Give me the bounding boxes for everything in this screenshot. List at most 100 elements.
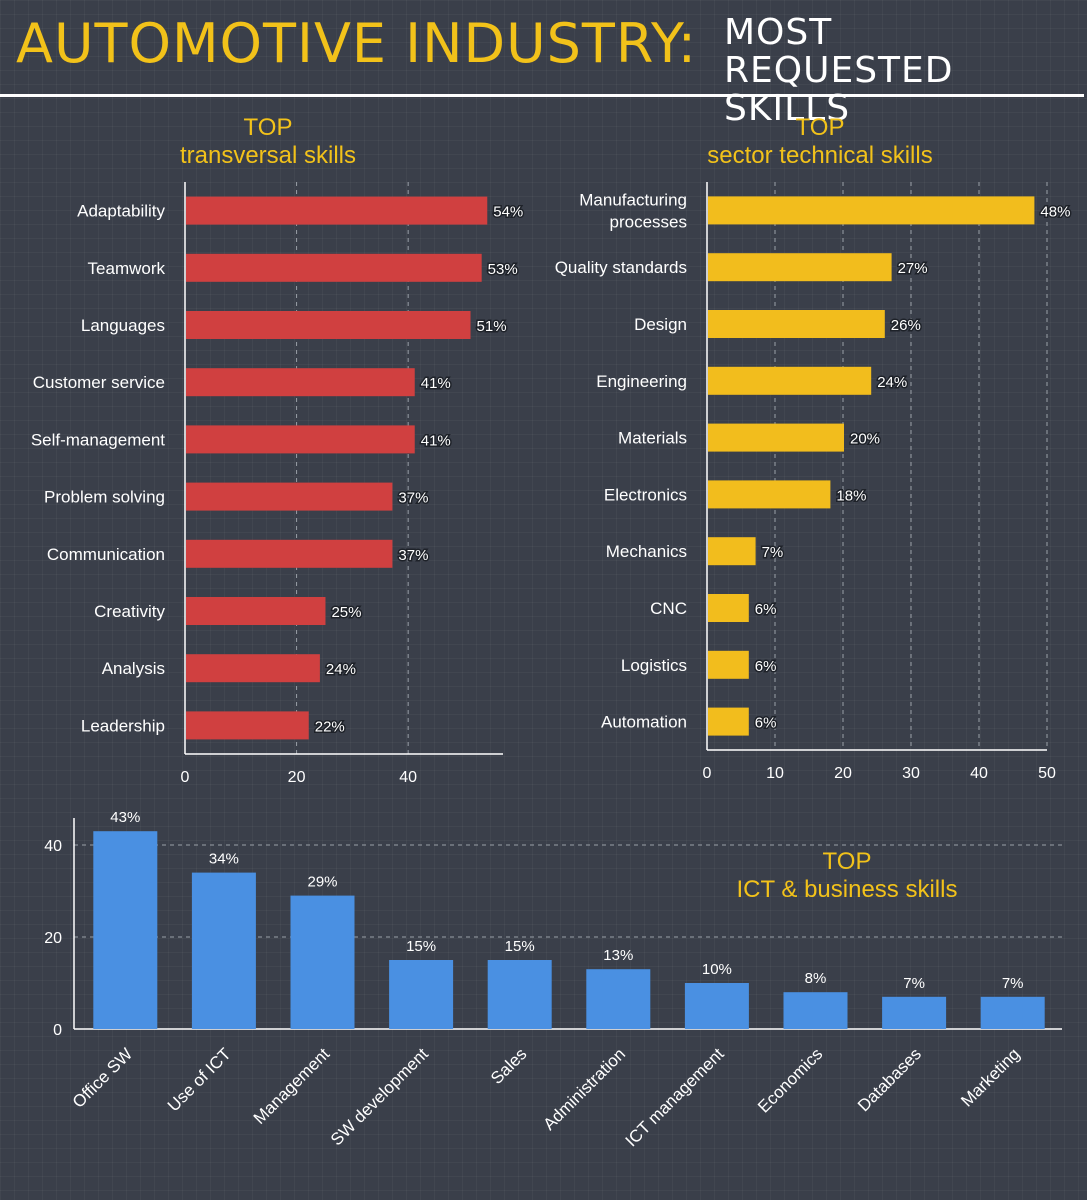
ict-y-tick-label: 20 xyxy=(44,930,62,947)
technical-value-label: 48% xyxy=(1040,203,1070,220)
technical-x-tick-label: 20 xyxy=(834,765,852,782)
transversal-bar-communication xyxy=(186,539,393,568)
ict-category-label: Sales xyxy=(487,1044,531,1088)
transversal-bar-analysis xyxy=(186,654,320,683)
transversal-value-label: 25% xyxy=(331,604,361,621)
transversal-category-label: Analysis xyxy=(102,659,165,678)
ict-category-label: Office SW xyxy=(69,1044,136,1111)
transversal-value-label: 41% xyxy=(421,375,451,392)
transversal-value-label: 54% xyxy=(493,204,523,221)
ict-value-label: 15% xyxy=(406,938,436,955)
technical-category-label: processes xyxy=(610,212,687,231)
technical-category-label: Manufacturing xyxy=(579,190,687,209)
transversal-category-label: Self-management xyxy=(31,430,165,449)
transversal-category-label: Teamwork xyxy=(88,259,166,278)
technical-x-tick-label: 50 xyxy=(1038,765,1056,782)
ict-category-label: Administration xyxy=(540,1044,630,1134)
transversal-x-tick-label: 0 xyxy=(181,769,190,786)
ict-chart-heading: TOP ICT & business skills xyxy=(700,848,994,904)
transversal-heading-line2: transversal skills xyxy=(179,142,357,169)
page-title: AUTOMOTIVE INDUSTRY: xyxy=(16,12,697,75)
ict-category-label: Economics xyxy=(754,1044,826,1116)
technical-category-label: Design xyxy=(634,315,687,334)
ict-bar-sw-development xyxy=(389,960,454,1029)
transversal-bar-leadership xyxy=(186,711,309,740)
transversal-heading-line1: TOP xyxy=(243,114,293,141)
transversal-x-tick-label: 20 xyxy=(288,769,306,786)
technical-value-label: 24% xyxy=(877,374,907,391)
technical-x-tick-label: 0 xyxy=(703,765,712,782)
ict-value-label: 10% xyxy=(702,961,732,978)
transversal-value-label: 37% xyxy=(398,547,428,564)
transversal-category-label: Leadership xyxy=(81,716,165,735)
transversal-bar-creativity xyxy=(186,597,326,625)
technical-bar-design xyxy=(708,310,885,338)
technical-value-label: 6% xyxy=(755,601,777,618)
technical-value-label: 26% xyxy=(891,317,921,334)
ict-category-label: Use of ICT xyxy=(164,1044,235,1115)
technical-value-label: 27% xyxy=(898,260,928,277)
ict-heading-line2: ICT & business skills xyxy=(736,876,958,903)
technical-value-label: 6% xyxy=(755,715,777,732)
transversal-bar-languages xyxy=(186,311,471,339)
ict-value-label: 7% xyxy=(1002,975,1024,992)
ict-value-label: 29% xyxy=(307,874,337,891)
ict-y-tick-label: 40 xyxy=(44,838,62,855)
ict-value-label: 13% xyxy=(603,947,633,964)
transversal-category-label: Communication xyxy=(47,545,165,564)
technical-bar-automation xyxy=(708,707,749,736)
ict-bar-ict-management xyxy=(684,983,749,1029)
ict-bar-use-of-ict xyxy=(191,872,256,1029)
technical-x-tick-label: 10 xyxy=(766,765,784,782)
transversal-value-label: 41% xyxy=(421,432,451,449)
transversal-category-label: Creativity xyxy=(94,602,165,621)
transversal-category-label: Languages xyxy=(81,316,165,335)
technical-category-label: Materials xyxy=(618,429,687,448)
technical-bar-mechanics xyxy=(708,537,756,566)
technical-category-label: Electronics xyxy=(604,485,687,504)
technical-bar-materials xyxy=(708,423,844,452)
technical-bar-cnc xyxy=(708,594,749,622)
technical-category-label: Mechanics xyxy=(606,542,687,561)
ict-heading-line1: TOP xyxy=(822,848,872,875)
transversal-category-label: Customer service xyxy=(33,373,165,392)
ict-value-label: 7% xyxy=(903,975,925,992)
technical-bar-quality-standards xyxy=(708,253,892,282)
technical-category-label: Automation xyxy=(601,713,687,732)
ict-bar-office-sw xyxy=(93,831,158,1029)
transversal-bar-customer-service xyxy=(186,368,415,397)
transversal-chart-heading: TOP transversal skills xyxy=(130,114,406,170)
ict-category-label: ICT management xyxy=(622,1044,728,1150)
ict-bar-databases xyxy=(882,996,947,1029)
technical-bar-manufacturing-processes xyxy=(708,196,1035,225)
transversal-bar-problem-solving xyxy=(186,482,393,511)
technical-category-label: Quality standards xyxy=(555,258,687,277)
ict-bar-sales xyxy=(487,960,552,1029)
technical-x-tick-label: 30 xyxy=(902,765,920,782)
technical-heading-line2: sector technical skills xyxy=(707,142,933,169)
technical-value-label: 18% xyxy=(836,487,866,504)
technical-bar-engineering xyxy=(708,366,872,395)
transversal-x-tick-label: 40 xyxy=(399,769,417,786)
technical-heading-line1: TOP xyxy=(795,114,845,141)
transversal-bar-teamwork xyxy=(186,253,482,282)
technical-x-tick-label: 40 xyxy=(970,765,988,782)
transversal-value-label: 37% xyxy=(398,490,428,507)
transversal-value-label: 53% xyxy=(488,261,518,278)
ict-bar-administration xyxy=(586,969,651,1029)
technical-bar-electronics xyxy=(708,480,831,509)
technical-category-label: Logistics xyxy=(621,656,687,675)
transversal-category-label: Problem solving xyxy=(44,488,165,507)
ict-value-label: 15% xyxy=(505,938,535,955)
ict-value-label: 34% xyxy=(209,851,239,868)
ict-category-label: Databases xyxy=(854,1044,925,1115)
technical-chart-heading: TOP sector technical skills xyxy=(670,114,970,170)
title-divider xyxy=(0,94,1084,97)
transversal-bar-adaptability xyxy=(186,196,488,225)
ict-category-label: Marketing xyxy=(957,1044,1023,1110)
transversal-value-label: 22% xyxy=(315,718,345,735)
transversal-value-label: 51% xyxy=(477,318,507,335)
